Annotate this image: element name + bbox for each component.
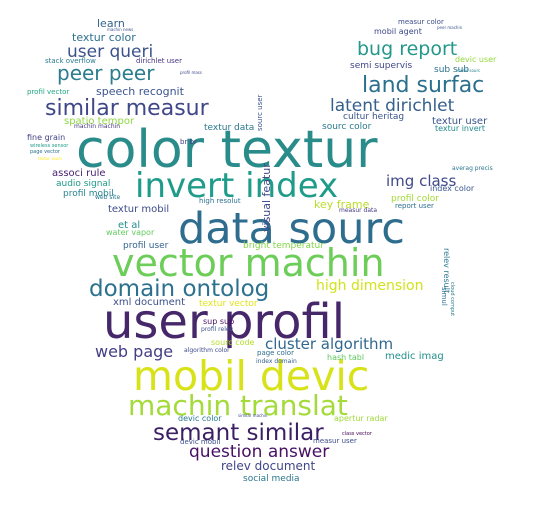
cloud-word: report user [395, 202, 434, 210]
cloud-word: textur invert [435, 124, 485, 133]
cloud-word: latent dirichlet [330, 96, 455, 116]
cloud-word: invert index [135, 166, 338, 206]
cloud-word: devic user [455, 55, 497, 64]
cloud-word: color textur [76, 120, 378, 180]
cloud-word: machin news [107, 27, 133, 32]
cloud-word: hash tabl [327, 353, 364, 362]
cloud-word: textur data [204, 123, 254, 133]
cloud-word: textur mobil [108, 204, 169, 215]
cloud-word: domain ontolog [89, 276, 269, 302]
cloud-word: water vapor [106, 228, 155, 237]
cloud-word: similar machin [238, 413, 268, 418]
cloud-word: bug report [357, 38, 457, 60]
cloud-word: averag precis [452, 165, 493, 172]
cloud-word: textur sourc [38, 156, 62, 161]
cloud-word: user profil [103, 294, 345, 350]
cloud-word: img class [386, 172, 456, 190]
cloud-word: audio signal [56, 179, 110, 189]
cloud-word: vector machin [112, 241, 385, 285]
cloud-word: et al [118, 220, 140, 231]
cloud-word: relev result [442, 248, 451, 293]
cloud-word: land surfac [362, 73, 484, 98]
cloud-word: medic imag [385, 351, 444, 362]
cloud-word: cluster algorithm [265, 335, 393, 353]
cloud-word: speech recognit [96, 85, 185, 98]
cloud-word: similar measur [45, 96, 210, 121]
cloud-word: sourc user [256, 94, 264, 131]
cloud-word: peer machin [437, 25, 463, 30]
cloud-word: data sourc [178, 204, 405, 254]
word-layer: color textur data sourc user profil vector … [27, 17, 497, 484]
cloud-word: stack overflow [45, 57, 96, 65]
cloud-word: measur color [398, 18, 444, 26]
cloud-word: class vector [342, 431, 373, 437]
cloud-word: machin translat [128, 389, 348, 422]
cloud-word: semi supervis [350, 61, 413, 71]
cloud-word: spatio tempor [64, 116, 135, 127]
cloud-word: mobil devic [133, 352, 369, 400]
cloud-word: web page [95, 342, 173, 361]
cloud-word: index color [430, 184, 475, 193]
cloud-word: sourc code [211, 338, 255, 347]
cloud-word: social media [243, 474, 300, 484]
cloud-word: question answer [189, 442, 329, 462]
cloud-word: textur color [72, 31, 136, 44]
cloud-word: profil user [123, 241, 169, 251]
cloud-word: devic color [178, 414, 222, 423]
cloud-word: algorithm color [184, 347, 230, 354]
cloud-word: page color [257, 349, 294, 357]
cloud-word: key frame [314, 198, 370, 211]
cloud-word: associ rule [52, 168, 106, 179]
cloud-word: profil vector [27, 88, 69, 96]
cloud-word: br br [180, 138, 197, 146]
cloud-word: high dimension [316, 278, 424, 294]
cloud-word: web site [95, 194, 120, 201]
cloud-word: semant similar [153, 420, 324, 446]
cloud-word: page vector [30, 149, 61, 155]
cloud-word: profil mass [180, 70, 202, 75]
cloud-word: sourc color [322, 122, 372, 132]
cloud-word: profil color [391, 194, 439, 204]
cloud-word: mobil sourc [457, 68, 480, 73]
cloud-word: measur data [339, 207, 377, 214]
cloud-word: cloud comput [449, 282, 455, 316]
cloud-word: profil mobil [63, 189, 114, 199]
cloud-word: simul [440, 287, 448, 306]
cloud-word: dirichlet user [136, 57, 182, 65]
cloud-word: cultur heritag [343, 112, 404, 122]
cloud-word: bright temperatur [243, 241, 324, 251]
cloud-word: devic mobil [180, 438, 220, 446]
cloud-word: xml document [113, 297, 185, 308]
cloud-word: user queri [67, 42, 153, 62]
cloud-word: machin machin [74, 123, 120, 130]
cloud-word: wireless sensor [30, 143, 69, 149]
cloud-word: textur vector [199, 299, 258, 309]
cloud-word: index domain [256, 358, 297, 365]
cloud-word: profil relev [201, 326, 234, 333]
cloud-word: peer peer [57, 61, 155, 85]
cloud-word: textur user [432, 116, 488, 127]
cloud-word: relev document [221, 459, 316, 473]
cloud-word: mobil agent [374, 27, 422, 36]
cloud-word: sub sub [434, 65, 469, 75]
cloud-word: measur user [313, 437, 357, 445]
cloud-word: sup sup [203, 317, 234, 326]
cloud-word: learn [97, 17, 125, 30]
cloud-word: fine grain [27, 133, 65, 142]
cloud-word: visual featur [260, 163, 273, 232]
cloud-word: apertur radar [334, 414, 388, 423]
cloud-word: high resolut [199, 197, 241, 205]
